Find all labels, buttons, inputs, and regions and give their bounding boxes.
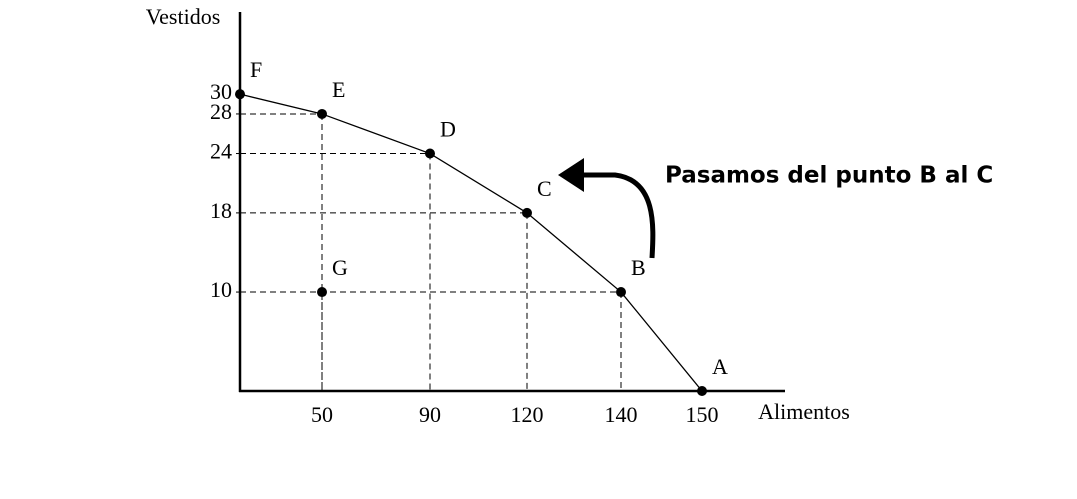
- y-tick-label: 30: [210, 79, 232, 104]
- point-label: E: [332, 77, 345, 102]
- x-tick-label: 90: [419, 402, 441, 427]
- y-tick-label: 24: [210, 139, 232, 164]
- point: [616, 287, 626, 298]
- point-label: B: [631, 255, 646, 280]
- point: [317, 287, 327, 298]
- point: [235, 89, 245, 100]
- x-tick-label: 50: [311, 402, 333, 427]
- arrow-head: [558, 158, 584, 192]
- y-tick-label: 28: [210, 99, 232, 124]
- x-axis-label: Alimentos: [758, 399, 850, 424]
- x-tick-label: 150: [686, 402, 719, 427]
- y-tick-label: 10: [210, 277, 232, 302]
- annotation: Pasamos del punto B al C: [665, 163, 993, 189]
- x-tick-label: 120: [511, 402, 544, 427]
- point: [425, 148, 435, 159]
- arrow: [580, 172, 656, 259]
- x-tick-label: 140: [605, 402, 638, 427]
- y-tick-label: 18: [210, 198, 232, 223]
- point: [522, 207, 532, 218]
- frontier-line: [239, 93, 703, 392]
- point-label: D: [440, 117, 456, 142]
- point: [317, 108, 327, 119]
- point-label: A: [712, 354, 728, 379]
- point: [697, 386, 707, 396]
- y-axis-label: Vestidos: [146, 4, 221, 29]
- point-label: C: [537, 176, 552, 201]
- point-label: G: [332, 255, 348, 280]
- point-label: F: [250, 57, 262, 82]
